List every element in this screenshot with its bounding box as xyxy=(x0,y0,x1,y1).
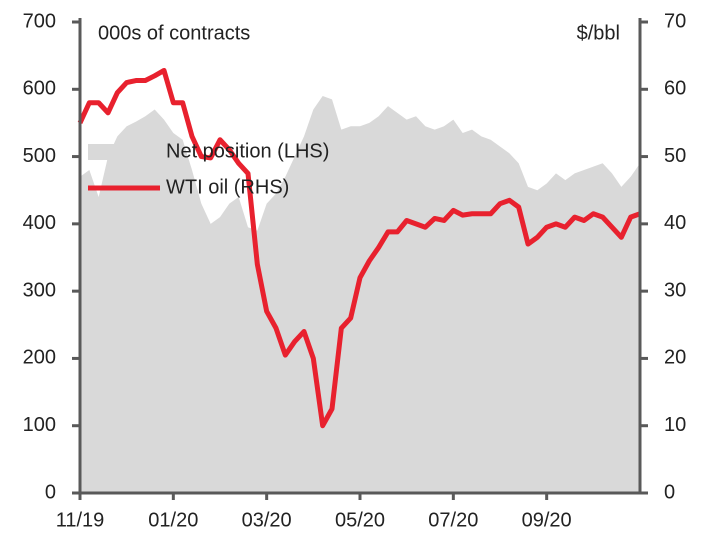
x-tick-label: 03/20 xyxy=(242,509,292,531)
legend-swatch xyxy=(88,144,160,160)
area xyxy=(80,96,640,493)
y-tick-label: 600 xyxy=(23,78,56,100)
y-tick-label: 0 xyxy=(45,481,56,503)
y-tick-label: 500 xyxy=(23,145,56,167)
x-tick-label: 09/20 xyxy=(522,509,572,531)
x-tick-label: 01/20 xyxy=(148,509,198,531)
y2-tick-label: 50 xyxy=(664,145,686,167)
y2-axis-label: $/bbl xyxy=(577,22,620,44)
y-axis-label: 000s of contracts xyxy=(98,22,250,44)
y2-tick-label: 10 xyxy=(664,414,686,436)
y-tick-label: 300 xyxy=(23,279,56,301)
y2-tick-label: 70 xyxy=(664,10,686,32)
x-tick-label: 07/20 xyxy=(428,509,478,531)
y-tick-label: 400 xyxy=(23,212,56,234)
y-tick-label: 700 xyxy=(23,10,56,32)
x-tick-label: 05/20 xyxy=(335,509,385,531)
line xyxy=(77,67,641,429)
legend-label: Net position (LHS) xyxy=(166,140,329,162)
y2-tick-label: 0 xyxy=(664,481,675,503)
y2-tick-label: 20 xyxy=(664,347,686,369)
y-tick-label: 100 xyxy=(23,414,56,436)
x-tick-label: 11/19 xyxy=(56,509,105,531)
y-tick-label: 200 xyxy=(23,347,56,369)
legend-label: WTI oil (RHS) xyxy=(166,176,289,198)
y2-tick-label: 60 xyxy=(664,78,686,100)
y2-tick-label: 40 xyxy=(664,212,686,234)
y2-tick-label: 30 xyxy=(664,279,686,301)
